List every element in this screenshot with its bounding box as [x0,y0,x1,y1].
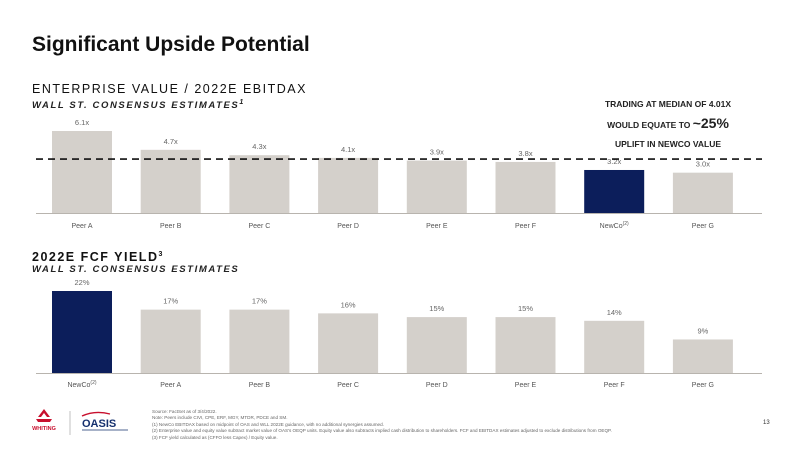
whiting-logo-text: WHITING [32,426,56,432]
chart1-subtitle-text: WALL ST. CONSENSUS ESTIMATES [32,100,240,112]
chart1-category-label: Peer D [337,223,359,230]
footnote-line: (2) Enterprise value and equity value su… [152,428,612,434]
whiting-logo: WHITING [32,409,56,432]
chart2-bar [672,339,733,373]
chart1-data-label: 4.3x [252,142,266,151]
company-logos: WHITING OASIS [30,408,140,438]
chart1-bar [406,160,467,213]
oasis-logo: OASIS [81,411,128,431]
callout-line2: WOULD EQUATE TO ~25% [588,114,748,135]
chart1-bar [140,149,201,213]
chart2-category-label: Peer D [426,382,448,389]
chart2-category-label: Peer G [692,382,714,389]
chart2-category-label: Peer C [337,382,359,389]
chart2-category-label: Peer E [515,382,537,389]
chart2-bar [52,291,112,373]
chart2-category-label: Peer B [249,382,271,389]
chart2-title-text: 2022E FCF YIELD [32,250,159,264]
callout-line3: UPLIFT IN NEWCO VALUE [614,139,722,149]
chart1-bar [318,157,379,213]
chart2-subtitle: WALL ST. CONSENSUS ESTIMATES [32,264,239,275]
footnote-line: (1) NewCo EBITDAX based on midpoint of O… [152,421,384,427]
logos-svg: WHITING OASIS [32,409,128,435]
chart1-title: ENTERPRISE VALUE / 2022E EBITDAX [32,82,307,96]
chart1-category-label: Peer F [515,223,536,230]
chart2-data-label: 22% [74,278,89,287]
footnote-line: (3) FCF yield calculated as (CFFO less C… [152,434,278,440]
oasis-logo-swoosh [81,411,111,417]
chart1-category-label: NewCo(2) [600,221,629,230]
chart1-data-label: 4.1x [341,145,355,154]
chart2-category-footnote: (2) [90,380,96,386]
median-callout: TRADING AT MEDIAN OF 4.01X WOULD EQUATE … [588,95,748,154]
whiting-logo-mark [36,409,52,422]
chart2-category-label: Peer F [604,382,625,389]
chart1-category-label: Peer A [71,223,92,230]
chart2-bar [318,313,379,373]
chart2-data-label: 17% [163,297,178,306]
chart1-data-label: 3.2x [607,157,621,166]
chart2-bar [406,317,467,373]
chart2-data-label: 9% [697,326,708,335]
chart2-bar [229,309,290,373]
chart2-subtitle-text: WALL ST. CONSENSUS ESTIMATES [32,264,240,275]
chart1-data-label: 6.1x [75,118,89,127]
chart2-category-label: NewCo(2) [67,380,96,389]
chart2-bar [584,320,645,373]
chart1-data-label: 3.0x [696,160,710,169]
callout-line2-pre: WOULD EQUATE TO [607,120,693,130]
footnotes: Source: FactSet as of 3/4/2022. Note: Pe… [152,409,712,441]
chart2-data-label: 16% [341,300,356,309]
chart2-category-label: Peer A [160,382,181,389]
chart1-bar [495,161,556,213]
chart1-data-label: 3.9x [430,148,444,157]
chart2-title-footnote: 3 [158,250,164,258]
chart1-subtitle-footnote: 1 [239,99,245,106]
bar-charts: 6.1x Peer A 4.7x Peer B 4.3x Peer C 4.1x Peer D… [36,118,762,389]
oasis-logo-text: OASIS [82,418,116,430]
page-number: 13 [763,420,770,426]
chart2-data-label: 15% [518,304,533,313]
chart1-category-label: Peer E [426,223,448,230]
chart1-category-label: Peer B [160,223,182,230]
callout-line1: TRADING AT MEDIAN OF 4.01X [604,99,732,109]
chart2-bar [495,317,556,373]
chart2-title: 2022E FCF YIELD3 [32,250,164,264]
page-title: Significant Upside Potential [32,33,310,56]
chart1-category-footnote: (2) [623,221,629,227]
chart1-subtitle: WALL ST. CONSENSUS ESTIMATES1 [32,99,245,111]
chart1-data-label: 3.8x [518,149,532,158]
chart1-bar [52,131,112,213]
chart1-category-label: Peer C [249,223,271,230]
chart2-data-label: 14% [607,308,622,317]
chart1-bar [229,155,290,213]
chart2-bar [140,309,201,373]
chart2-data-label: 17% [252,297,267,306]
footnote-line: Note: Peers include CIVI, CPE, ERF, MGY,… [152,415,288,421]
chart1-category-label: Peer G [692,223,714,230]
chart2-data-label: 15% [429,304,444,313]
chart1-bar [584,169,645,213]
chart1-title-text: ENTERPRISE VALUE / 2022E EBITDAX [32,82,307,96]
callout-uplift-pct: ~25% [692,115,729,131]
footnote-line: Source: FactSet as of 3/4/2022. [152,409,217,414]
chart1-bar [672,172,733,213]
chart1-data-label: 4.7x [164,137,178,146]
